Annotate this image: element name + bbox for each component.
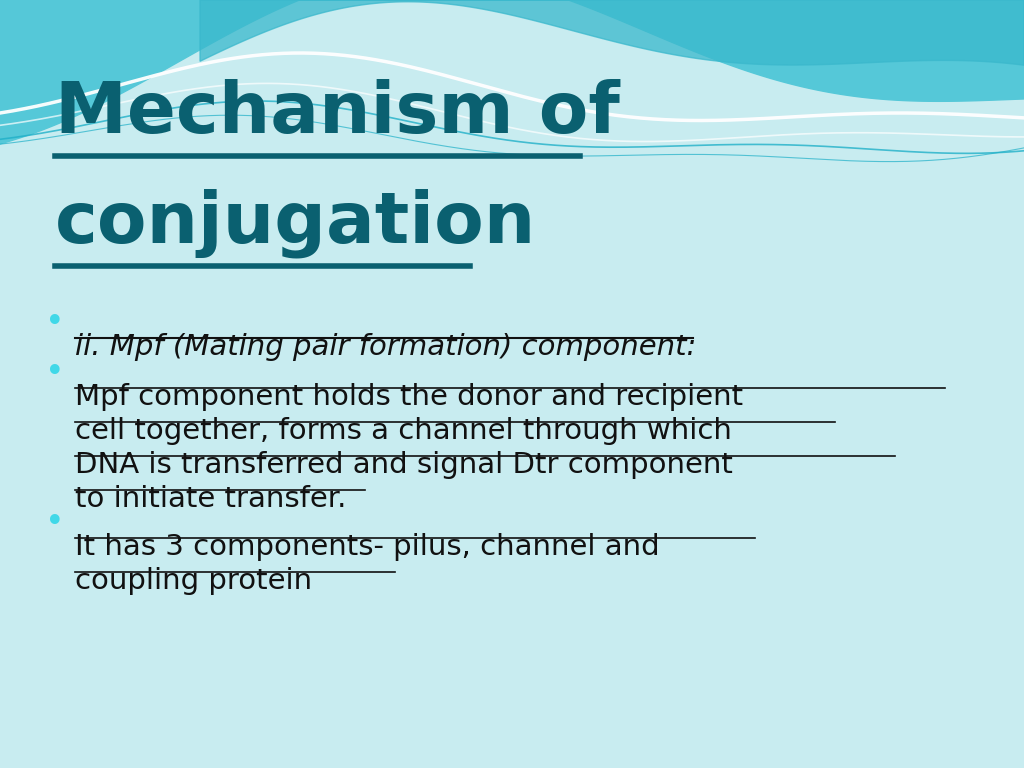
Polygon shape (200, 0, 1024, 65)
Text: DNA is transferred and signal Dtr component: DNA is transferred and signal Dtr compon… (75, 451, 733, 479)
Text: Mpf component holds the donor and recipient: Mpf component holds the donor and recipi… (75, 383, 743, 411)
Text: •: • (45, 356, 65, 389)
Text: cell together, forms a channel through which: cell together, forms a channel through w… (75, 417, 732, 445)
Text: •: • (45, 507, 65, 539)
Text: to initiate transfer.: to initiate transfer. (75, 485, 346, 513)
Polygon shape (0, 0, 1024, 144)
Text: It has 3 components- pilus, channel and: It has 3 components- pilus, channel and (75, 533, 659, 561)
Text: conjugation: conjugation (55, 188, 537, 258)
Text: ii. Mpf (Mating pair formation) component:: ii. Mpf (Mating pair formation) componen… (75, 333, 696, 361)
Text: •: • (45, 306, 65, 339)
Text: Mechanism of: Mechanism of (55, 79, 620, 148)
Text: coupling protein: coupling protein (75, 567, 312, 595)
